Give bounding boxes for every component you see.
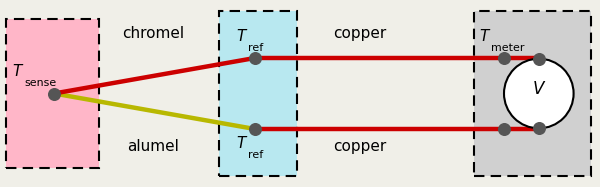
Ellipse shape	[504, 59, 574, 128]
Text: ref: ref	[248, 150, 263, 160]
Point	[534, 127, 544, 130]
Text: meter: meter	[491, 43, 524, 53]
Text: copper: copper	[334, 26, 386, 41]
Text: alumel: alumel	[127, 139, 179, 154]
Text: $T$: $T$	[236, 28, 248, 44]
Point	[534, 57, 544, 60]
Bar	[474, 11, 591, 176]
Point	[49, 92, 59, 95]
Bar	[219, 11, 297, 176]
Point	[499, 128, 509, 131]
Text: chromel: chromel	[122, 26, 184, 41]
Text: ref: ref	[248, 43, 263, 53]
Text: sense: sense	[24, 78, 56, 88]
Text: $T$: $T$	[12, 62, 25, 79]
Text: $V$: $V$	[532, 81, 546, 98]
Text: $T$: $T$	[479, 28, 491, 44]
Point	[250, 128, 260, 131]
Point	[250, 56, 260, 59]
Text: $T$: $T$	[236, 135, 248, 151]
Bar	[6, 19, 99, 168]
Point	[499, 56, 509, 59]
Text: copper: copper	[334, 139, 386, 154]
